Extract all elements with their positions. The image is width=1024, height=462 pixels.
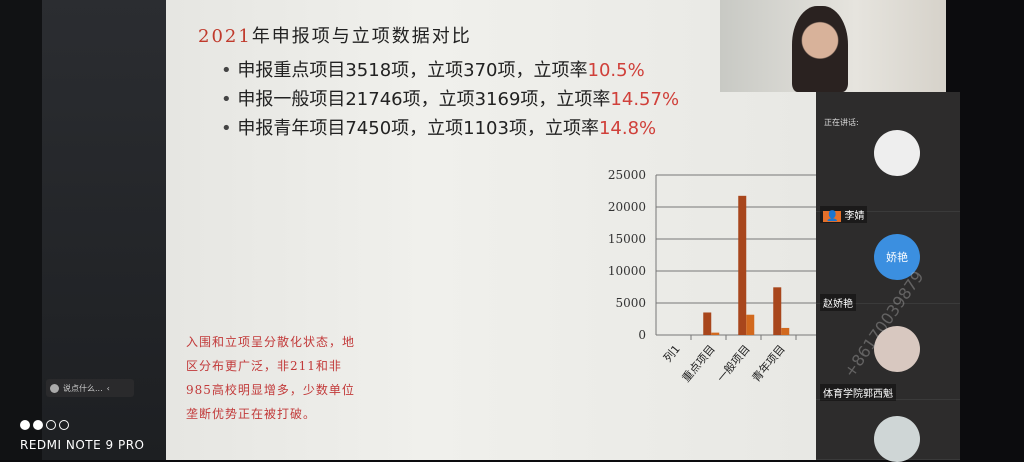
x-tick-label: 一般项目	[715, 343, 753, 385]
camera-brand: REDMI NOTE 9 PRO	[20, 438, 145, 452]
participant-name: 👤 李婧	[820, 206, 868, 223]
bullet-list: 申报重点项目3518项，立项370项，立项率10.5% 申报一般项目21746项…	[221, 56, 679, 143]
screen-bezel	[0, 0, 42, 460]
camera-watermark: REDMI NOTE 9 PRO	[20, 415, 144, 452]
bar	[746, 314, 755, 335]
bullet-text: 申报青年项目7450项，立项1103项，立项率	[237, 118, 599, 139]
chat-input[interactable]: 说点什么... ‹	[46, 379, 134, 397]
bullet-item: 申报重点项目3518项，立项370项，立项率10.5%	[221, 56, 679, 85]
x-tick-label: 青年项目	[749, 342, 788, 385]
bullet-text: 申报一般项目21746项，立项3169项，立项率	[237, 89, 611, 110]
x-tick-label: 重点项目	[679, 342, 718, 385]
shared-slide: 2021年申报项与立项数据对比 申报重点项目3518项，立项370项，立项率10…	[166, 0, 886, 460]
y-tick-label: 10000	[608, 264, 646, 278]
x-tick-label: 列1	[661, 342, 683, 365]
y-tick-label: 0	[638, 328, 646, 342]
presenter-face	[792, 6, 848, 92]
camera-dots-icon	[20, 415, 144, 434]
bar	[773, 287, 782, 335]
participant-tile[interactable]	[816, 400, 960, 462]
avatar	[874, 326, 920, 372]
title-text: 年申报项与立项数据对比	[251, 26, 472, 47]
participant-tile[interactable]: 体育学院郭西魁	[816, 304, 960, 401]
name-text: 李婧	[844, 211, 865, 222]
bar	[703, 312, 712, 335]
avatar: 娇艳	[874, 234, 920, 280]
y-tick-label: 5000	[615, 296, 646, 310]
bullet-text: 申报重点项目3518项，立项370项，立项率	[237, 60, 588, 81]
speaking-label: 正在讲话:	[824, 118, 859, 127]
title-year: 2021	[198, 26, 252, 47]
bar	[738, 195, 747, 335]
presenter-video[interactable]	[720, 0, 946, 92]
bullet-item: 申报青年项目7450项，立项1103项，立项率14.8%	[221, 114, 679, 143]
emoji-icon[interactable]	[50, 383, 59, 393]
y-tick-label: 20000	[608, 200, 646, 214]
bullet-item: 申报一般项目21746项，立项3169项，立项率14.57%	[221, 85, 679, 114]
slide-title: 2021年申报项与立项数据对比	[198, 22, 472, 48]
participant-name: 赵娇艳	[820, 294, 856, 311]
participant-name: 体育学院郭西魁	[820, 384, 896, 401]
avatar	[874, 130, 920, 176]
bullet-rate: 10.5%	[587, 60, 645, 81]
user-icon: 👤	[823, 211, 842, 222]
participant-tile[interactable]: 娇艳 赵娇艳	[816, 212, 960, 311]
bullet-rate: 14.57%	[610, 89, 680, 110]
y-tick-label: 15000	[608, 232, 646, 246]
y-tick-label: 25000	[608, 168, 646, 182]
collapse-chevron-icon[interactable]: ‹	[106, 383, 110, 393]
slide-note: 入围和立项呈分散化状态，地区分布更广泛，非211和非985高校明显增多，少数单位…	[186, 335, 356, 421]
participant-panel: 👤 李婧 娇艳 赵娇艳 体育学院郭西魁	[816, 92, 960, 462]
bar	[781, 327, 790, 335]
bar	[711, 332, 720, 335]
bullet-rate: 14.8%	[598, 118, 657, 139]
participant-tile[interactable]: 👤 李婧	[816, 92, 960, 223]
avatar	[874, 416, 920, 462]
chat-placeholder: 说点什么...	[63, 383, 103, 393]
bar-chart: 0500010000150002000025000列1重点项目一般项目青年项目重…	[608, 168, 816, 385]
